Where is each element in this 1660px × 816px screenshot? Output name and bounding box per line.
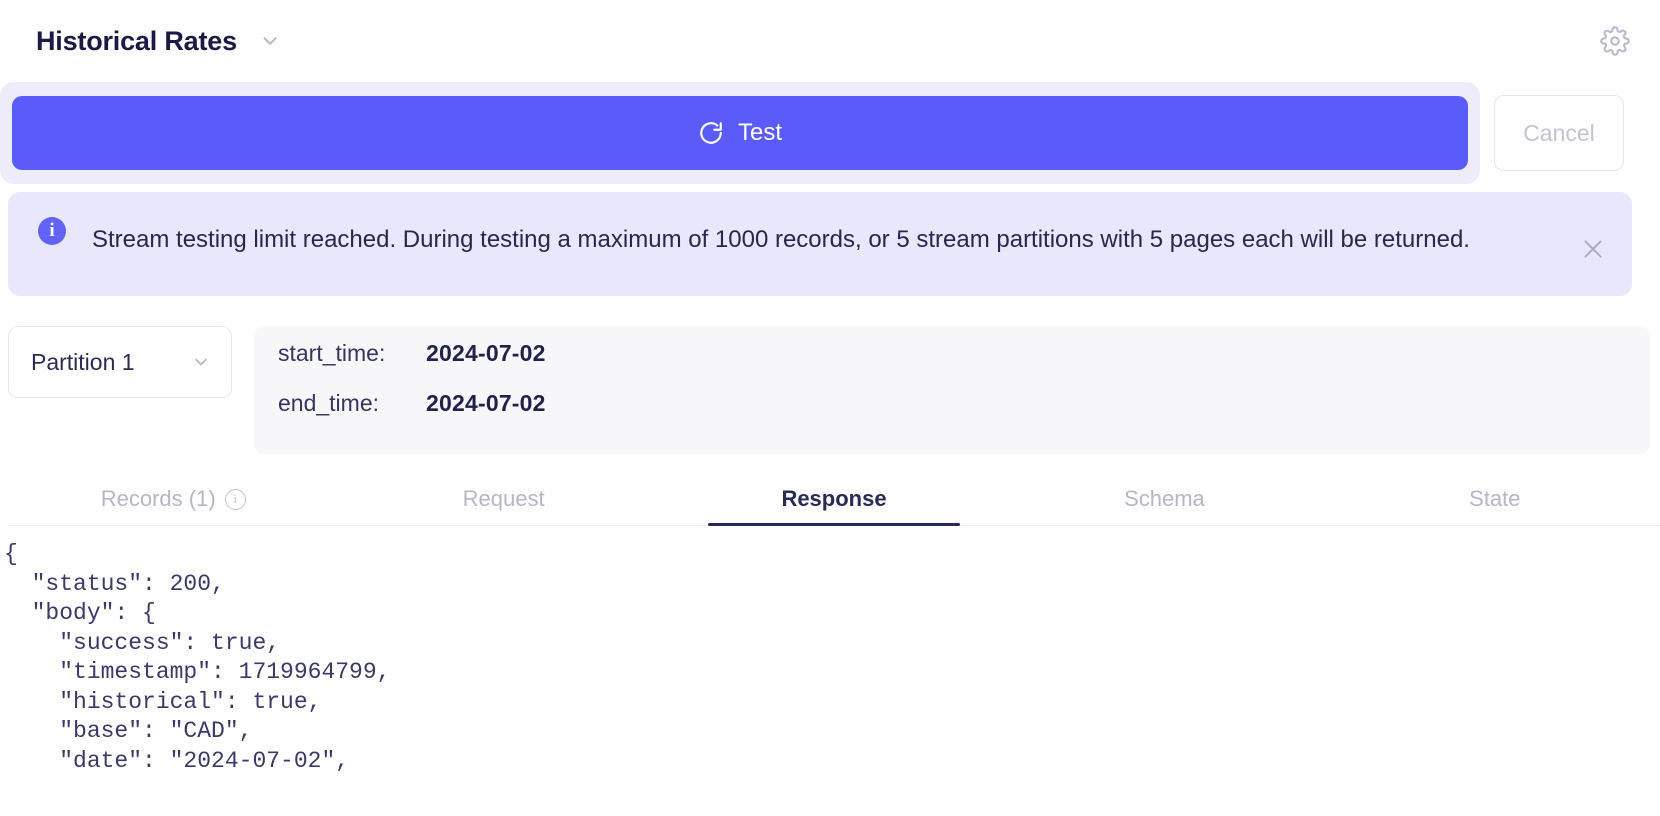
panel-header: Historical Rates	[0, 0, 1660, 82]
slice-start-time-value: 2024-07-02	[426, 340, 546, 366]
tab-request[interactable]: Request	[338, 480, 668, 525]
tab-state[interactable]: State	[1330, 480, 1660, 525]
page-title: Historical Rates	[36, 25, 237, 56]
cancel-button-label: Cancel	[1523, 119, 1595, 146]
cancel-button[interactable]: Cancel	[1494, 95, 1624, 171]
slice-end-time-value: 2024-07-02	[426, 390, 546, 416]
test-button-container: Test	[0, 82, 1480, 184]
info-icon: i	[38, 217, 66, 245]
test-button-label: Test	[737, 119, 782, 146]
chevron-down-icon[interactable]	[259, 30, 281, 52]
close-icon[interactable]	[1576, 232, 1610, 266]
gear-icon[interactable]	[1598, 24, 1632, 58]
response-json-viewer[interactable]: { "status": 200, "body": { "success": tr…	[4, 541, 391, 774]
tab-response-label: Response	[781, 486, 887, 511]
tab-records[interactable]: Records (1) i	[8, 480, 338, 525]
slice-start-time-key: start_time:	[278, 340, 386, 366]
chevron-down-icon	[191, 352, 211, 372]
partition-select-value: Partition 1	[31, 348, 135, 375]
test-toolbar: Test Cancel	[0, 82, 1660, 184]
slice-end-time: end_time: 2024-07-02	[278, 390, 1650, 440]
refresh-icon	[698, 120, 724, 146]
tab-schema-label: Schema	[1124, 486, 1205, 511]
test-button[interactable]: Test	[12, 96, 1468, 170]
slice-details-panel: start_time: 2024-07-02 end_time: 2024-07…	[254, 326, 1650, 454]
slice-end-time-key: end_time:	[278, 390, 380, 416]
tab-records-label: Records (1)	[100, 486, 216, 511]
partition-row: Partition 1 start_time: 2024-07-02 end_t…	[8, 326, 1650, 454]
info-banner-message: Stream testing limit reached. During tes…	[92, 226, 1470, 253]
tab-state-label: State	[1469, 486, 1521, 511]
tab-request-label: Request	[462, 486, 545, 511]
result-tabs: Records (1) i Request Response Schema St…	[8, 480, 1660, 526]
slice-start-time: start_time: 2024-07-02	[278, 340, 1650, 390]
partition-select[interactable]: Partition 1	[8, 326, 232, 398]
info-icon: i	[224, 488, 246, 510]
info-banner: i Stream testing limit reached. During t…	[8, 192, 1632, 296]
tab-response[interactable]: Response	[669, 480, 999, 526]
tab-schema[interactable]: Schema	[999, 480, 1329, 525]
